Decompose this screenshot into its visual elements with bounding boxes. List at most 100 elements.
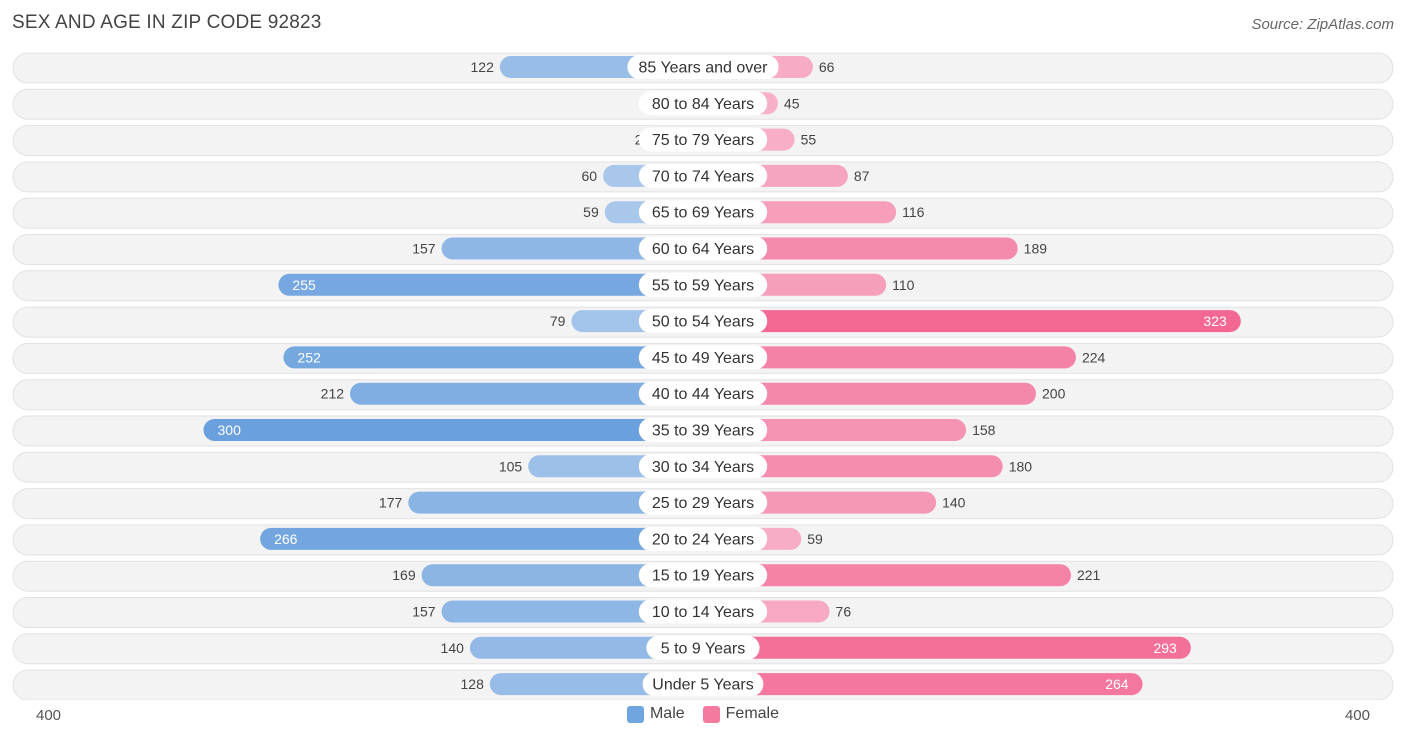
category-label: 30 to 34 Years [652, 459, 754, 476]
bar-female [703, 237, 1018, 260]
category-pill [638, 599, 768, 624]
bar-female [703, 382, 1036, 405]
category-pill [627, 55, 779, 79]
category-label: 60 to 64 Years [652, 241, 754, 258]
value-label-female: 76 [836, 604, 852, 620]
value-label-male: 177 [379, 495, 403, 511]
category-label: 35 to 39 Years [652, 423, 754, 440]
value-label-female: 59 [807, 531, 823, 547]
legend: Male Female [0, 705, 1406, 723]
value-label-male: 255 [292, 277, 316, 293]
value-label-female: 264 [1105, 676, 1129, 692]
value-label-male: 300 [218, 422, 242, 438]
value-label-male: 212 [321, 386, 345, 402]
value-label-male: 60 [582, 168, 598, 184]
value-label-male: 128 [461, 676, 485, 692]
value-label-male: 122 [471, 59, 495, 75]
value-label-female: 55 [801, 132, 817, 148]
category-pill [638, 563, 768, 588]
legend-item-female[interactable]: Female [702, 705, 780, 723]
bar-female [703, 636, 1191, 659]
category-label: Under 5 Years [652, 677, 753, 694]
value-label-male: 157 [412, 241, 436, 257]
bar-female [703, 419, 967, 441]
value-label-male: 169 [392, 567, 416, 583]
value-label-male: 59 [583, 204, 599, 220]
value-label-female: 45 [784, 95, 800, 111]
value-label-female: 323 [1203, 313, 1227, 329]
value-label-female: 116 [902, 204, 925, 220]
bar-male [441, 600, 703, 623]
axis-left-label: 400 [36, 707, 62, 724]
source-text: Source: ZipAtlas.com [1251, 16, 1394, 33]
category-pill [638, 526, 768, 551]
value-label-female: 158 [972, 422, 996, 438]
category-label: 5 to 9 Years [661, 640, 746, 657]
category-label: 75 to 79 Years [652, 132, 754, 149]
chart-title: SEX AND AGE IN ZIP CODE 92823 [12, 12, 322, 33]
bar-male [278, 273, 703, 296]
axis-right-label: 400 [1344, 707, 1370, 724]
value-label-female: 66 [819, 59, 835, 75]
category-label: 15 to 19 Years [652, 568, 754, 585]
category-label: 20 to 24 Years [652, 531, 754, 548]
bar-male [260, 527, 703, 550]
category-pill [638, 381, 768, 406]
category-pill [638, 236, 768, 261]
category-label: 40 to 44 Years [652, 386, 754, 403]
category-label: 10 to 14 Years [652, 604, 754, 621]
category-label: 85 Years and over [639, 60, 769, 77]
category-label: 45 to 49 Years [652, 350, 754, 367]
category-label: 50 to 54 Years [652, 314, 754, 331]
bar-male [441, 237, 703, 260]
bar-male [283, 346, 703, 369]
category-pill [638, 127, 768, 152]
bar-female [703, 564, 1071, 587]
legend-label-male: Male [649, 705, 685, 722]
category-pill [638, 200, 768, 225]
category-label: 65 to 69 Years [652, 205, 754, 222]
category-pill [638, 418, 768, 442]
value-label-female: 200 [1042, 386, 1066, 402]
category-label: 55 to 59 Years [652, 277, 754, 294]
bar-male [469, 636, 703, 659]
legend-item-male[interactable]: Male [626, 705, 685, 723]
bar-male [350, 382, 703, 405]
legend-swatch-female [702, 705, 720, 723]
category-label: 80 to 84 Years [652, 96, 754, 113]
bar-female [703, 455, 1003, 478]
category-label: 25 to 29 Years [652, 495, 754, 512]
legend-label-female: Female [725, 705, 780, 722]
bar-female [703, 673, 1143, 696]
value-label-female: 140 [942, 495, 966, 511]
bar-male [408, 491, 703, 514]
bar-female [703, 310, 1241, 333]
value-label-female: 110 [892, 277, 915, 293]
value-label-male: 105 [499, 458, 523, 474]
value-label-female: 180 [1009, 458, 1033, 474]
legend-swatch-male [626, 705, 644, 723]
category-pill [638, 272, 768, 297]
category-pill [638, 163, 768, 188]
value-label-female: 87 [854, 168, 870, 184]
value-label-male: 266 [274, 531, 298, 547]
value-label-male: 157 [412, 604, 436, 620]
value-label-female: 224 [1082, 349, 1106, 365]
value-label-female: 293 [1153, 640, 1177, 656]
category-pill [638, 490, 768, 515]
value-label-male: 252 [297, 349, 321, 365]
category-pill [638, 454, 768, 479]
category-pill [638, 91, 768, 116]
bar-male [421, 564, 703, 587]
category-pill [638, 309, 768, 334]
value-label-female: 189 [1024, 241, 1048, 257]
value-label-male: 140 [441, 640, 465, 656]
category-pill [646, 635, 760, 660]
category-label: 70 to 74 Years [652, 168, 754, 185]
category-pill [642, 672, 764, 697]
value-label-female: 221 [1077, 567, 1101, 583]
value-label-male: 79 [550, 313, 566, 329]
bar-female [703, 346, 1076, 369]
bar-male [203, 419, 703, 441]
